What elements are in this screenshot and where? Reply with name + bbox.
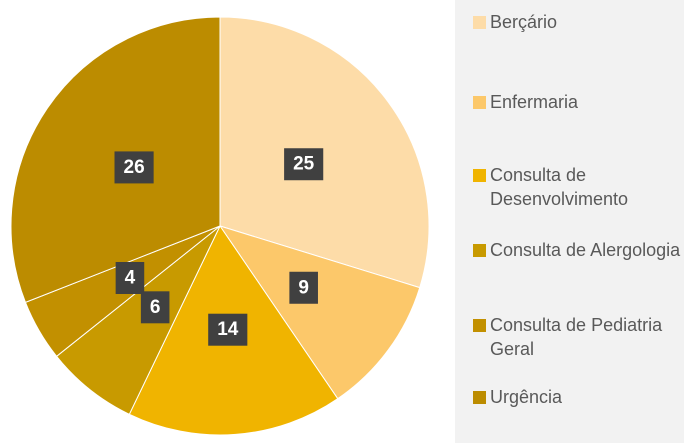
data-label-text: 14	[217, 319, 239, 340]
legend-label: Consulta de Alergologia	[490, 240, 681, 260]
data-label: 6	[140, 291, 170, 324]
pie-slice	[219, 16, 430, 289]
data-label-box	[114, 151, 154, 184]
legend-swatch	[473, 244, 486, 257]
legend-swatch	[473, 16, 486, 29]
legend-label: Enfermaria	[490, 92, 579, 112]
data-label-box	[208, 313, 248, 346]
data-label: 25	[284, 148, 324, 181]
legend-item: Enfermaria	[473, 90, 684, 114]
legend-label: Consulta de Desenvolvimento	[490, 165, 629, 209]
data-label: 26	[114, 151, 154, 184]
legend-swatch	[473, 169, 486, 182]
data-label: 4	[115, 262, 145, 294]
legend-item: Consulta de Pediatria Geral	[473, 313, 684, 361]
legend-item: Berçário	[473, 10, 684, 34]
legend-label: Consulta de Pediatria Geral	[490, 315, 663, 359]
pie-area: 25 9 14 64 26	[10, 16, 430, 436]
data-label: 9	[289, 271, 318, 304]
legend-swatch	[473, 319, 486, 332]
data-label-box	[115, 262, 145, 294]
legend-item: Urgência	[473, 385, 684, 409]
pie-slice	[218, 225, 421, 400]
data-label-text: 9	[298, 277, 309, 298]
data-label-text: 6	[150, 297, 161, 318]
legend-item: Consulta de Alergologia	[473, 238, 684, 262]
legend-swatch	[473, 391, 486, 404]
legend-swatch	[473, 96, 486, 109]
data-label-text: 26	[124, 157, 145, 178]
data-label: 14	[208, 313, 248, 346]
legend-label: Berçário	[490, 12, 558, 32]
data-label-box	[284, 148, 324, 181]
legend: Berçário Enfermaria Consulta de Desenvolvi…	[455, 0, 684, 443]
data-label-text: 25	[293, 154, 315, 175]
legend-label: Urgência	[490, 387, 563, 407]
data-label-text: 4	[125, 268, 136, 289]
data-label-box	[140, 291, 170, 324]
data-label-box	[289, 271, 318, 304]
legend-item: Consulta de Desenvolvimento	[473, 163, 684, 211]
